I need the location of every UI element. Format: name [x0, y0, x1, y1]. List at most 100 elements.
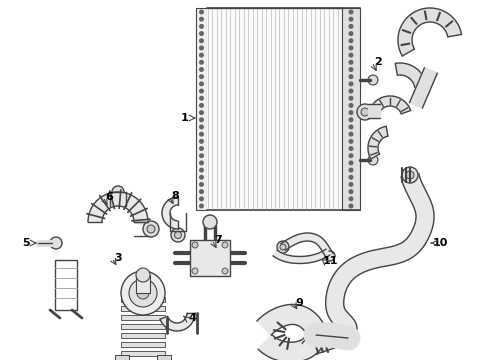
Circle shape — [349, 118, 353, 122]
Bar — [342, 8, 360, 210]
Circle shape — [200, 118, 203, 122]
Text: 7: 7 — [214, 235, 222, 245]
Circle shape — [349, 75, 353, 78]
Circle shape — [349, 161, 353, 165]
Circle shape — [147, 225, 155, 233]
Bar — [190, 240, 230, 276]
Bar — [121, 351, 165, 356]
Circle shape — [349, 89, 353, 93]
Bar — [121, 333, 165, 338]
Polygon shape — [398, 8, 462, 56]
Circle shape — [200, 197, 203, 201]
Circle shape — [368, 155, 378, 165]
Polygon shape — [88, 192, 148, 222]
Circle shape — [277, 241, 289, 253]
Circle shape — [349, 39, 353, 42]
Polygon shape — [257, 305, 326, 360]
Polygon shape — [160, 313, 195, 331]
Circle shape — [222, 242, 228, 248]
Text: 3: 3 — [114, 253, 122, 263]
Text: 11: 11 — [322, 256, 338, 266]
Bar — [157, 355, 171, 360]
Circle shape — [349, 190, 353, 193]
Polygon shape — [368, 126, 388, 159]
Circle shape — [137, 287, 149, 299]
Polygon shape — [281, 233, 333, 258]
Circle shape — [200, 24, 203, 28]
Bar — [121, 297, 165, 302]
Polygon shape — [162, 197, 178, 229]
Circle shape — [349, 197, 353, 201]
Circle shape — [200, 147, 203, 150]
Circle shape — [200, 75, 203, 78]
Circle shape — [200, 96, 203, 100]
Circle shape — [349, 96, 353, 100]
Circle shape — [112, 186, 124, 198]
Circle shape — [200, 140, 203, 143]
Bar — [55, 260, 77, 310]
Text: 1: 1 — [181, 113, 189, 123]
Circle shape — [171, 228, 185, 242]
Circle shape — [349, 183, 353, 186]
Bar — [121, 315, 165, 320]
Circle shape — [203, 215, 217, 229]
Circle shape — [200, 111, 203, 114]
Circle shape — [349, 168, 353, 172]
Circle shape — [280, 244, 286, 250]
Text: 4: 4 — [188, 313, 196, 323]
Text: 5: 5 — [22, 238, 30, 248]
Circle shape — [200, 204, 203, 208]
Circle shape — [200, 82, 203, 86]
Circle shape — [200, 89, 203, 93]
Circle shape — [368, 75, 378, 85]
Circle shape — [200, 60, 203, 64]
Polygon shape — [395, 63, 427, 87]
Text: 10: 10 — [432, 238, 448, 248]
Circle shape — [200, 104, 203, 107]
Circle shape — [349, 175, 353, 179]
Circle shape — [200, 161, 203, 165]
Circle shape — [192, 242, 198, 248]
Circle shape — [349, 147, 353, 150]
Circle shape — [200, 68, 203, 71]
Circle shape — [357, 104, 373, 120]
Bar — [121, 342, 165, 347]
Circle shape — [50, 237, 62, 249]
Circle shape — [200, 125, 203, 129]
Circle shape — [349, 140, 353, 143]
Circle shape — [200, 17, 203, 21]
Circle shape — [349, 82, 353, 86]
Circle shape — [200, 10, 203, 14]
Circle shape — [349, 68, 353, 71]
Circle shape — [200, 46, 203, 50]
Circle shape — [200, 32, 203, 35]
Circle shape — [200, 39, 203, 42]
Text: 2: 2 — [374, 57, 382, 67]
Circle shape — [349, 10, 353, 14]
Bar — [121, 324, 165, 329]
Circle shape — [200, 154, 203, 158]
Polygon shape — [302, 174, 434, 354]
Circle shape — [349, 46, 353, 50]
Circle shape — [349, 104, 353, 107]
Circle shape — [136, 268, 150, 282]
Circle shape — [349, 24, 353, 28]
Circle shape — [361, 108, 369, 116]
Bar — [207, 9, 342, 210]
Bar — [196, 8, 207, 210]
Circle shape — [349, 204, 353, 208]
Text: 6: 6 — [105, 192, 113, 202]
Circle shape — [349, 154, 353, 158]
Circle shape — [349, 132, 353, 136]
Circle shape — [200, 132, 203, 136]
Circle shape — [349, 53, 353, 57]
Circle shape — [349, 111, 353, 114]
Bar — [136, 275, 150, 293]
Circle shape — [174, 231, 181, 239]
Circle shape — [129, 279, 157, 307]
Polygon shape — [410, 68, 438, 108]
Bar — [121, 306, 165, 311]
Circle shape — [349, 32, 353, 35]
Circle shape — [192, 268, 198, 274]
Circle shape — [222, 268, 228, 274]
